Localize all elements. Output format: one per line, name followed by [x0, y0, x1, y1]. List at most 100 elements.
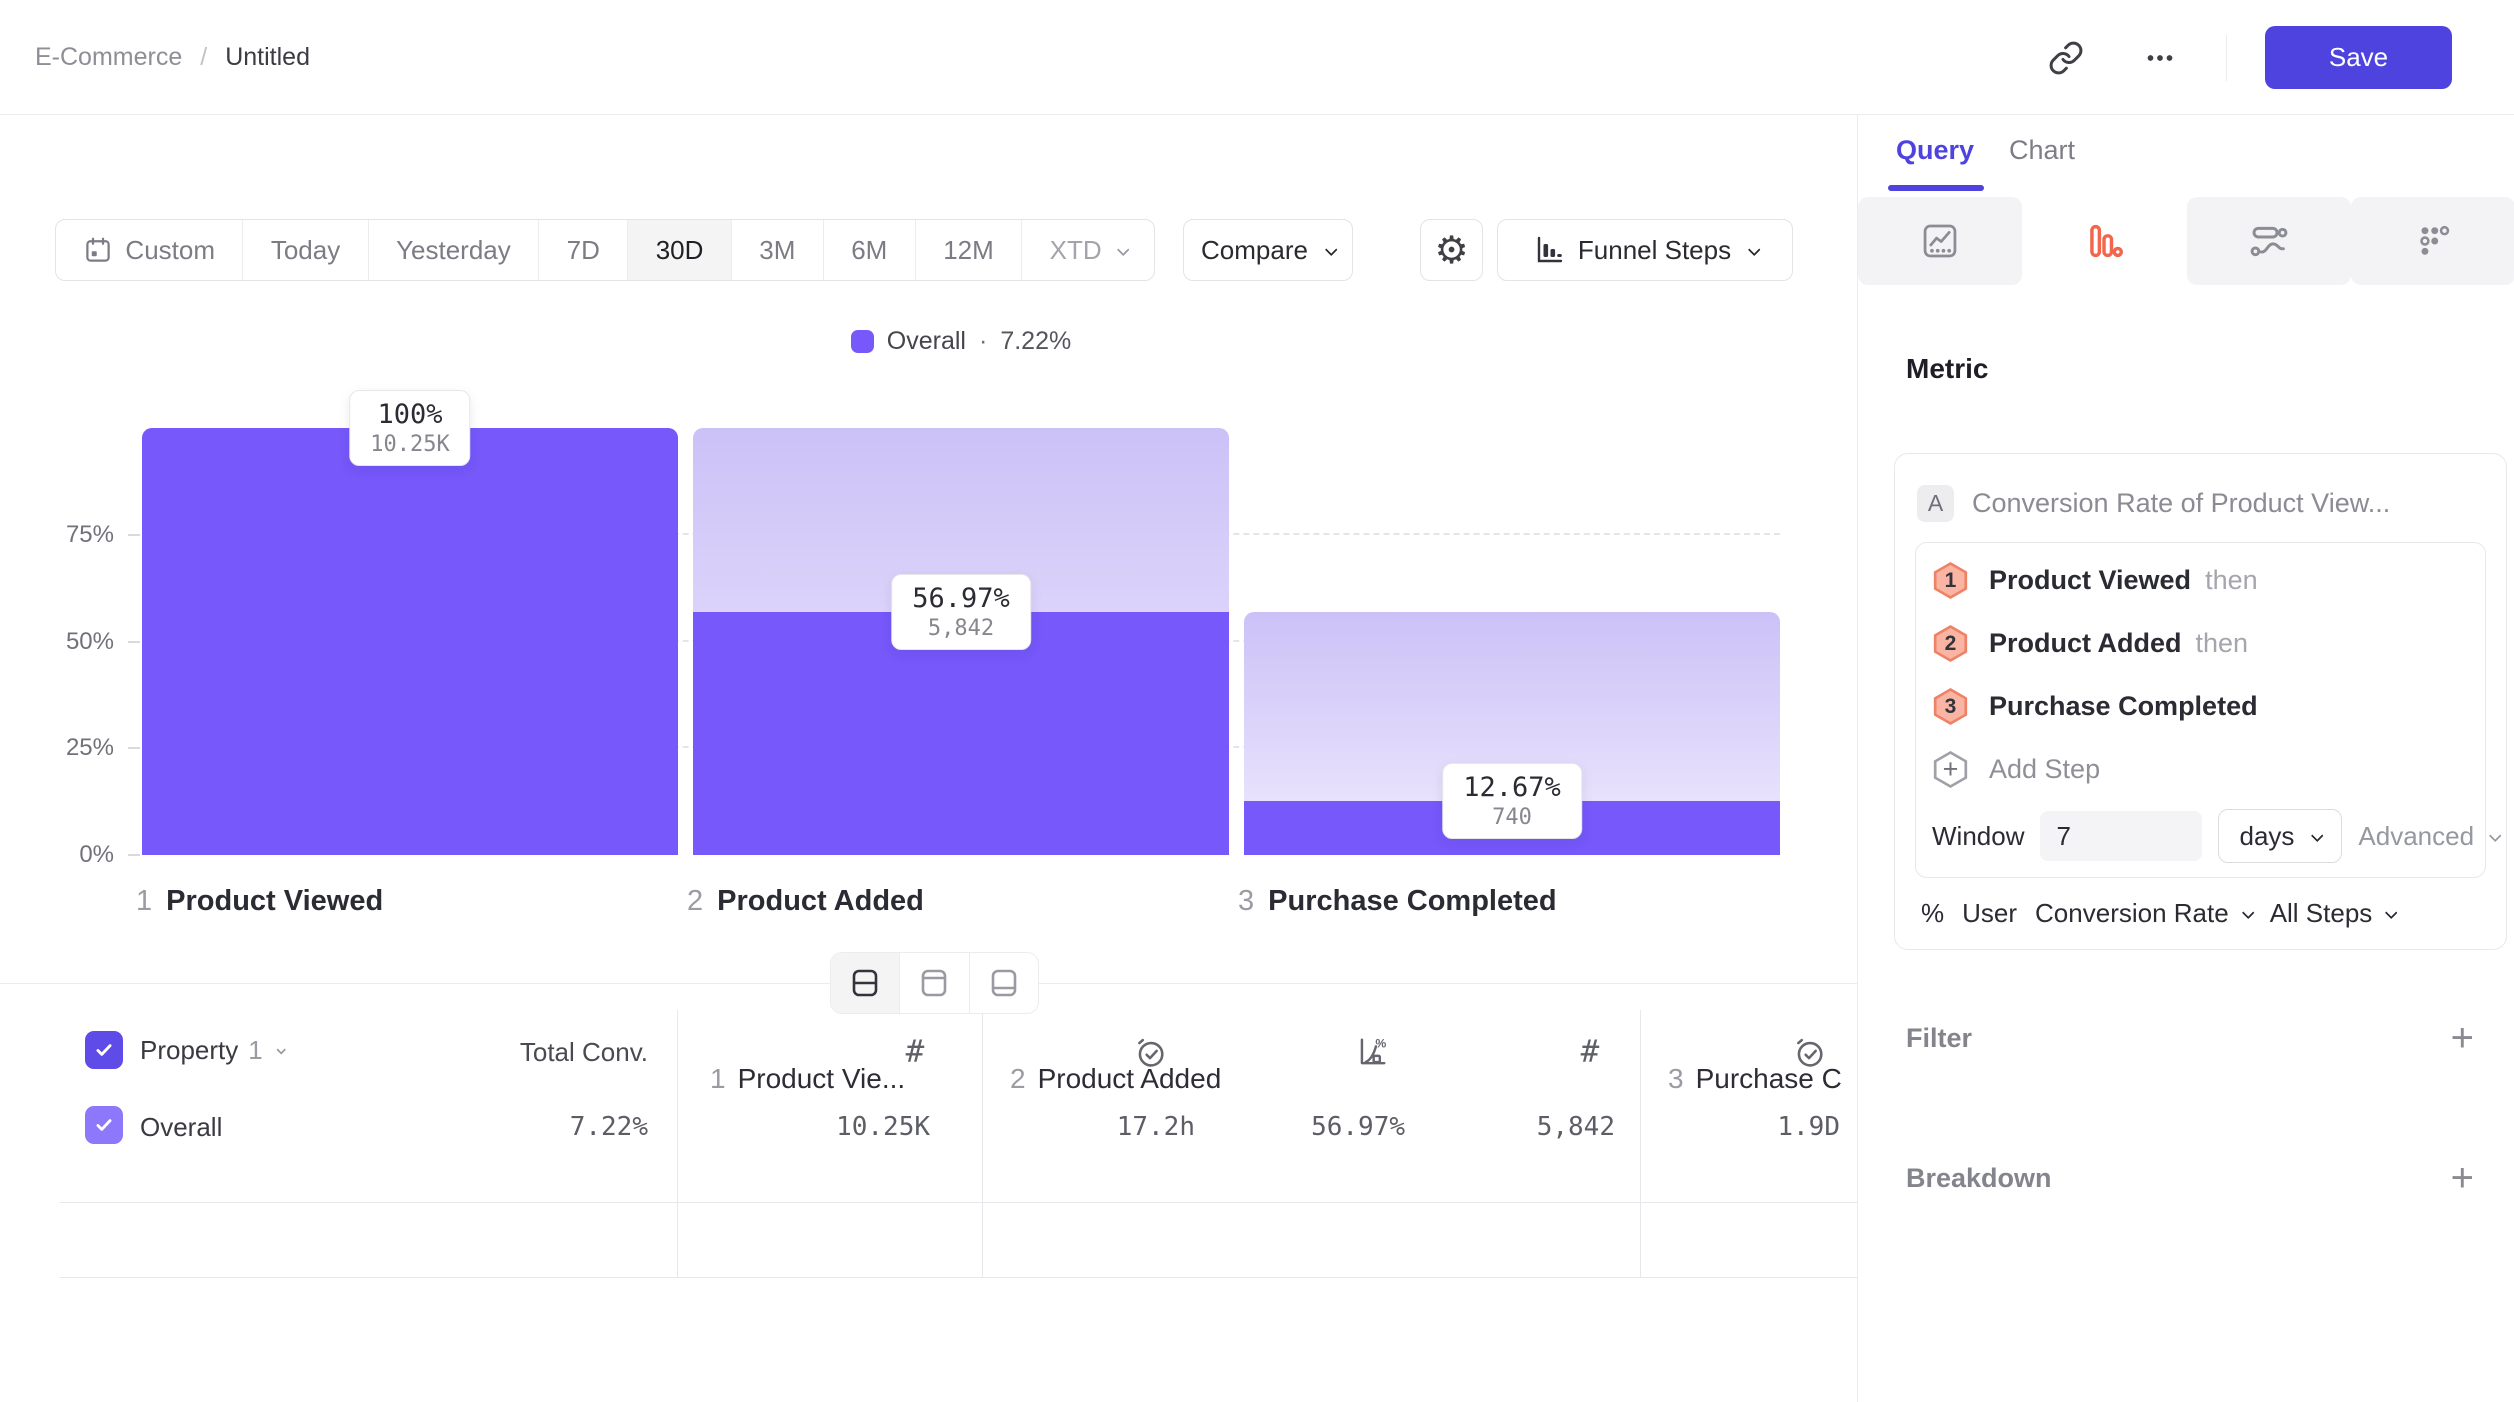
legend-swatch: [850, 330, 874, 353]
date-range-6m[interactable]: 6M: [824, 220, 916, 280]
save-button[interactable]: Save: [2265, 26, 2452, 89]
chevron-down-icon: [2311, 828, 2324, 842]
date-range-3m[interactable]: 3M: [732, 220, 824, 280]
measure-scope-dropdown[interactable]: All Steps: [2270, 898, 2398, 929]
metric-badge: A: [1917, 484, 1954, 522]
window-label: Window: [1932, 820, 2025, 851]
link-icon: [2049, 41, 2083, 74]
layout-split-icon: [852, 969, 878, 997]
cell-step2-count: 5,842: [1536, 1112, 1615, 1142]
table-header-border: [60, 1202, 1857, 1203]
layout-toggle: [830, 952, 1039, 1014]
layout-bottom-icon: [991, 969, 1017, 997]
layout-table-only-button[interactable]: [970, 953, 1038, 1013]
window-unit-select[interactable]: days: [2218, 809, 2343, 863]
select-all-checkbox[interactable]: [85, 1031, 123, 1069]
date-range-xtd[interactable]: XTD: [1022, 220, 1154, 280]
date-range-today[interactable]: Today: [243, 220, 369, 280]
column-separator: [982, 1010, 983, 1277]
chart-type-flow-tab[interactable]: [2186, 197, 2351, 285]
date-range-7d[interactable]: 7D: [539, 220, 629, 280]
measure-symbol[interactable]: %: [1921, 898, 1945, 928]
chart-type-button[interactable]: Funnel Steps: [1497, 219, 1793, 281]
chevron-down-icon: [2385, 906, 2398, 920]
row-label-overall[interactable]: Overall: [140, 1112, 223, 1142]
breadcrumb: E-Commerce / Untitled: [35, 0, 310, 115]
add-step-button[interactable]: + Add Step: [1932, 738, 2469, 801]
cell-step3-avgtime: 1.9D: [1777, 1112, 1840, 1142]
calendar-icon: [86, 237, 111, 262]
advanced-dropdown[interactable]: Advanced: [2358, 821, 2502, 852]
share-link-button[interactable]: [2038, 30, 2094, 86]
breadcrumb-separator: /: [200, 43, 208, 71]
chevron-down-icon: [2241, 906, 2255, 920]
count-metric-icon[interactable]: #: [1580, 1034, 1600, 1070]
flow-icon: [2250, 226, 2288, 257]
funnel-bar-step-1[interactable]: 100% 10.25K: [142, 390, 678, 855]
line-chart-icon: [1923, 224, 1957, 258]
chart-type-grid-tab[interactable]: [2350, 197, 2514, 285]
chart-legend[interactable]: Overall · 7.22%: [142, 327, 1780, 356]
breadcrumb-title[interactable]: Untitled: [225, 43, 310, 71]
funnel-bar-step-3[interactable]: 12.67% 740: [1244, 428, 1780, 855]
layout-chart-only-button[interactable]: [900, 953, 970, 1013]
legend-series-name: Overall: [886, 327, 966, 355]
compare-button[interactable]: Compare: [1183, 219, 1353, 281]
measure-entity[interactable]: User: [1962, 898, 2018, 928]
step-number-badge: 2: [1932, 625, 1969, 662]
conversion-metric-icon[interactable]: %: [1350, 1030, 1394, 1074]
top-bar: E-Commerce / Untitled Save: [0, 0, 2514, 115]
metric-heading: Metric: [1906, 353, 1989, 384]
header-divider: [2226, 34, 2227, 81]
layout-top-icon: [922, 969, 947, 997]
funnel-step-row-3[interactable]: 3 Purchase Completed: [1932, 675, 2469, 738]
row-checkbox[interactable]: [85, 1106, 123, 1144]
tab-query[interactable]: Query: [1896, 135, 1975, 165]
chart-area: Custom Today Yesterday 7D 30D 3M 6M 12M …: [0, 115, 1857, 1402]
table-group-step-2[interactable]: 2 Product Added: [1010, 1063, 1222, 1094]
metric-title-row[interactable]: A Conversion Rate of Product View...: [1917, 474, 2484, 532]
breadcrumb-project[interactable]: E-Commerce: [35, 43, 183, 71]
total-conv-column-header[interactable]: Total Conv.: [519, 1037, 648, 1067]
bar-value-tooltip: 100% 10.25K: [349, 390, 471, 466]
property-column-header[interactable]: Property 1: [140, 1035, 286, 1065]
query-panel: Query Chart Metric A Conversion Rate of …: [1857, 115, 2514, 1402]
ellipsis-icon: [2147, 54, 2173, 61]
table-group-step-1[interactable]: 1 Product Vie...: [710, 1063, 906, 1094]
step-label-2: 2 Product Added: [687, 885, 924, 917]
date-range-custom[interactable]: Custom: [56, 220, 244, 280]
gear-icon: ⚙: [1434, 229, 1469, 272]
funnel-step-row-1[interactable]: 1 Product Viewed then: [1932, 549, 2469, 612]
step-label-1: 1 Product Viewed: [136, 885, 384, 917]
avg-time-metric-icon[interactable]: [1787, 1030, 1831, 1074]
window-value-input[interactable]: [2040, 811, 2203, 861]
table-group-step-3[interactable]: 3 Purchase C: [1668, 1063, 1842, 1094]
chart-type-tabs: [1858, 197, 2514, 285]
chart-type-line-tab[interactable]: [1858, 197, 2023, 285]
chart-settings-button[interactable]: ⚙: [1420, 219, 1483, 281]
funnel-step-row-2[interactable]: 2 Product Added then: [1932, 612, 2469, 675]
add-filter-button[interactable]: +: [2450, 1016, 2474, 1060]
check-icon: [96, 1119, 112, 1131]
more-options-button[interactable]: [2132, 30, 2188, 86]
funnel-chart-icon: [1537, 236, 1563, 263]
avg-time-metric-icon[interactable]: [1128, 1030, 1172, 1074]
filter-section: Filter +: [1906, 1015, 2474, 1061]
funnel-bar-step-2[interactable]: 56.97% 5,842: [693, 428, 1229, 855]
chevron-down-icon: [2488, 828, 2502, 842]
chevron-down-icon: [1116, 242, 1130, 256]
svg-text:%: %: [1375, 1037, 1386, 1051]
date-range-30d[interactable]: 30D: [628, 220, 732, 280]
breakdown-label: Breakdown: [1906, 1162, 2052, 1193]
chart-type-funnel-tab[interactable]: [2022, 197, 2187, 285]
date-range-12m[interactable]: 12M: [916, 220, 1023, 280]
measure-metric-dropdown[interactable]: Conversion Rate: [2035, 898, 2255, 929]
dots-grid-icon: [2420, 225, 2450, 255]
count-metric-icon[interactable]: #: [905, 1034, 925, 1070]
layout-split-button[interactable]: [831, 953, 901, 1013]
step-number-badge: 3: [1932, 688, 1969, 725]
add-breakdown-button[interactable]: +: [2450, 1156, 2474, 1200]
date-range-yesterday[interactable]: Yesterday: [369, 220, 540, 280]
tab-chart[interactable]: Chart: [2009, 135, 2076, 165]
